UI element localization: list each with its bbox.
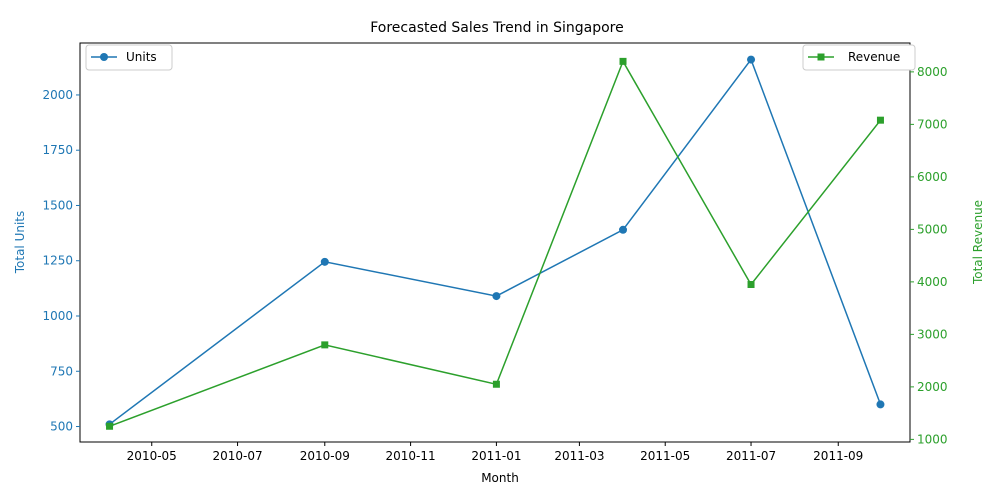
series-revenue-point (321, 341, 329, 349)
series-revenue-point (106, 422, 114, 430)
y-right-tick-label: 3000 (917, 327, 948, 341)
series-units-point (619, 225, 628, 234)
y-left-tick-label: 2000 (42, 88, 73, 102)
series-units-point (320, 257, 329, 266)
y-left-tick-label: 1250 (42, 254, 73, 268)
chart-title: Forecasted Sales Trend in Singapore (370, 20, 624, 36)
y-left-tick-label: 1000 (42, 309, 73, 323)
x-tick-label: 2011-05 (640, 449, 690, 463)
series-units-line (109, 58, 882, 425)
x-tick-label: 2010-09 (300, 449, 350, 463)
y-right-tick-label: 8000 (917, 65, 948, 79)
y-axis-left-label: Total Units (13, 211, 27, 275)
series-revenue-point (876, 116, 884, 124)
legend-revenue-marker (817, 53, 825, 61)
series-units-point (876, 400, 885, 409)
y-right-tick-label: 5000 (917, 222, 948, 236)
series-units-point (747, 55, 756, 64)
series-revenue-point (619, 57, 627, 65)
x-axis: 2010-05 2010-07 2010-09 2010-11 2011-01 2011-… (127, 442, 863, 463)
series-revenue-point (492, 380, 500, 388)
plot-frame (79, 42, 911, 443)
legend-units-marker (100, 53, 108, 61)
y-axis-left: 500 750 1000 1250 1500 1750 2000 (42, 88, 80, 434)
legend-revenue-label: Revenue (848, 50, 900, 64)
y-right-tick-label: 1000 (917, 432, 948, 446)
x-tick-label: 2010-07 (212, 449, 262, 463)
x-tick-label: 2011-03 (554, 449, 604, 463)
legend-units-frame (85, 44, 173, 71)
legend-units: Units (85, 44, 173, 71)
x-tick-label: 2010-05 (127, 449, 177, 463)
y-right-tick-label: 2000 (917, 380, 948, 394)
legend-units-label: Units (126, 50, 157, 64)
x-tick-label: 2010-11 (386, 449, 436, 463)
x-tick-label: 2011-07 (726, 449, 776, 463)
y-right-tick-label: 6000 (917, 170, 948, 184)
series-revenue-line (109, 59, 882, 428)
y-left-tick-label: 1500 (42, 198, 73, 212)
series-units-point (492, 292, 501, 301)
y-left-tick-label: 500 (50, 420, 73, 434)
legend-revenue-frame (802, 44, 916, 71)
y-left-tick-label: 750 (50, 364, 73, 378)
y-left-tick-label: 1750 (42, 143, 73, 157)
legend-revenue: Revenue (802, 44, 916, 71)
series-revenue-point (747, 281, 755, 288)
y-axis-right-label: Total Revenue (971, 200, 985, 285)
series-layer (105, 55, 885, 430)
y-right-tick-label: 4000 (917, 275, 948, 289)
x-tick-label: 2011-01 (471, 449, 521, 463)
y-right-tick-label: 7000 (917, 117, 948, 131)
x-tick-label: 2011-09 (813, 449, 863, 463)
y-axis-right: 1000 2000 3000 4000 5000 6000 7000 8000 (910, 65, 948, 446)
x-axis-label: Month (481, 471, 519, 485)
